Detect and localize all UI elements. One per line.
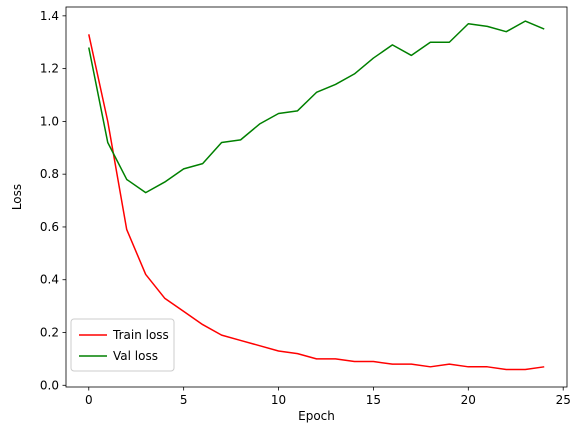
y-tick-label: 0.6 [40,220,59,234]
y-axis-label: Loss [10,184,24,210]
y-tick-label: 1.0 [40,114,59,128]
y-tick-label: 0.4 [40,273,59,287]
x-tick-label: 25 [556,393,571,407]
legend-label-val-loss: Val loss [113,349,158,363]
legend-box [70,318,175,372]
x-axis-label: Epoch [298,409,335,423]
y-tick-label: 0.0 [40,378,59,392]
legend-label-train-loss: Train loss [112,328,169,342]
x-tick-label: 20 [461,393,476,407]
plot-frame [65,6,568,388]
x-axis: 0 5 10 15 20 25 [85,387,571,407]
x-tick-label: 10 [271,393,286,407]
y-tick-label: 1.2 [40,62,59,76]
x-tick-label: 5 [180,393,188,407]
y-axis: 0.0 0.2 0.4 0.6 0.8 1.0 1.2 1.4 [40,9,66,392]
series-line-val-loss [88,20,545,194]
legend: Train loss Val loss [70,318,175,372]
x-tick-label: 0 [85,393,93,407]
series-layer [88,20,545,371]
series-line-train-loss [88,34,545,371]
y-tick-label: 1.4 [40,9,59,23]
y-tick-label: 0.8 [40,167,59,181]
y-tick-label: 0.2 [40,326,59,340]
x-tick-label: 15 [366,393,381,407]
